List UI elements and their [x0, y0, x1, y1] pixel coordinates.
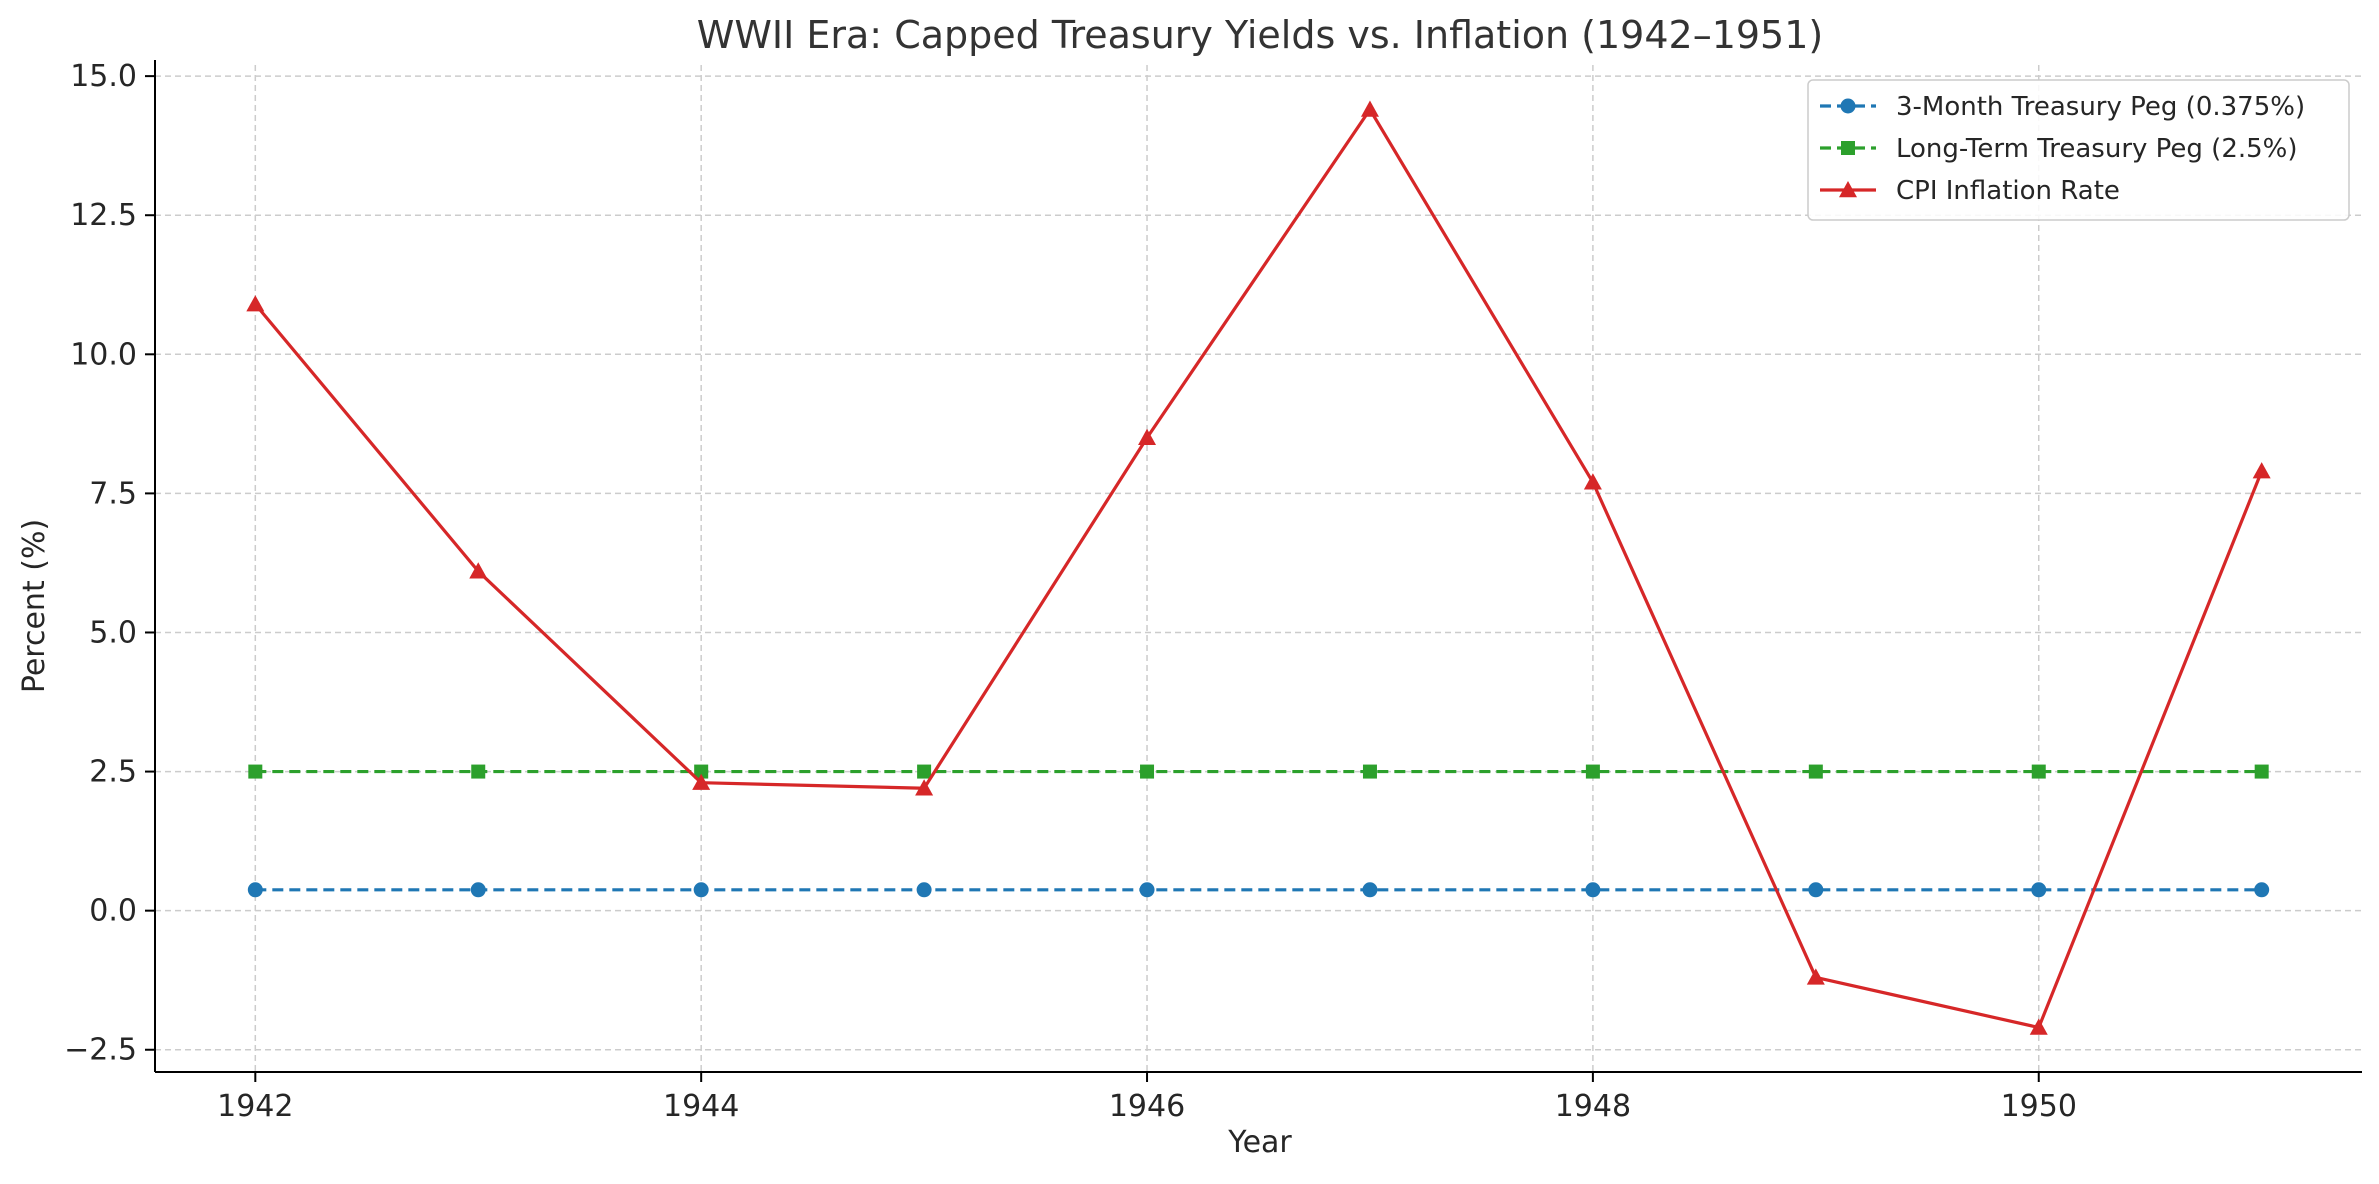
axes: 1942 1944 1946 1948 1950 −2.5 0.0 2.5 5.0 7.5 10.0… — [64, 59, 2362, 1124]
legend-entry: Long-Term Treasury Peg (2.5%) — [1820, 134, 2298, 164]
legend-box — [1807, 79, 2350, 221]
legend-entry: 3-Month Treasury Peg (0.375%) — [1820, 92, 2305, 122]
data-point — [692, 773, 711, 790]
x-tick-label: 1942 — [217, 1089, 293, 1124]
data-point — [1808, 882, 1824, 898]
series-0 — [247, 882, 2270, 898]
y-tick-label: 0.0 — [89, 894, 137, 929]
data-point — [2252, 462, 2271, 479]
y-tick-label: 10.0 — [70, 337, 137, 372]
data-point — [248, 764, 263, 779]
series-2 — [246, 100, 2271, 1035]
x-tick-label: 1948 — [1555, 1089, 1631, 1124]
data-point — [1362, 882, 1378, 898]
legend-label: Long-Term Treasury Peg (2.5%) — [1896, 134, 2298, 164]
data-point — [1139, 882, 1155, 898]
data-point — [2029, 1018, 2048, 1035]
y-tick-label: 7.5 — [89, 476, 137, 511]
data-point — [471, 764, 486, 779]
data-point — [1140, 764, 1155, 779]
data-point — [915, 779, 934, 796]
series-line — [254, 107, 2264, 1030]
data-point — [246, 295, 265, 312]
data-point — [469, 562, 488, 579]
data-point — [2031, 764, 2046, 779]
data-point — [1138, 428, 1157, 445]
data-point — [1806, 968, 1825, 985]
x-tick-label: 1944 — [663, 1089, 739, 1124]
data-point — [1808, 764, 1823, 779]
data-point — [694, 764, 709, 779]
data-point — [1585, 764, 1600, 779]
y-axis-label: Percent (%) — [17, 519, 52, 693]
y-tick-label: −2.5 — [64, 1033, 137, 1068]
legend-marker — [1839, 181, 1857, 198]
y-tick-label: 12.5 — [70, 198, 137, 233]
data-point — [693, 882, 709, 898]
x-tick-label: 1950 — [2001, 1089, 2077, 1124]
chart-title: WWII Era: Capped Treasury Yields vs. Inf… — [697, 13, 1823, 57]
y-tick-label: 2.5 — [89, 755, 137, 790]
y-tick-label: 15.0 — [70, 59, 137, 94]
series-group — [246, 100, 2271, 1035]
data-point — [1362, 764, 1377, 779]
legend-label: CPI Inflation Rate — [1896, 176, 2120, 206]
legend-marker — [1841, 141, 1855, 155]
x-tick-label: 1946 — [1109, 1089, 1185, 1124]
x-axis-label: Year — [1227, 1125, 1292, 1160]
data-point — [247, 882, 263, 898]
data-point — [1583, 473, 1602, 490]
data-point — [1360, 100, 1379, 117]
data-point — [917, 764, 932, 779]
data-point — [470, 882, 486, 898]
data-point — [2254, 764, 2269, 779]
legend-marker — [1840, 98, 1856, 114]
legend: 3-Month Treasury Peg (0.375%) Long-Term T… — [1807, 79, 2350, 221]
data-point — [916, 882, 932, 898]
legend-entry: CPI Inflation Rate — [1820, 176, 2120, 206]
series-1 — [248, 764, 2269, 779]
y-tick-label: 5.0 — [89, 615, 137, 650]
data-point — [2031, 882, 2047, 898]
legend-label: 3-Month Treasury Peg (0.375%) — [1896, 92, 2305, 122]
data-point — [1585, 882, 1601, 898]
data-point — [2254, 882, 2270, 898]
